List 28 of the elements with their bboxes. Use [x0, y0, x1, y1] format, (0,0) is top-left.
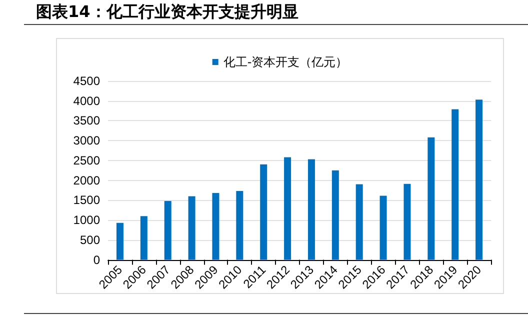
bar	[236, 191, 244, 260]
bar	[116, 222, 124, 260]
bar	[164, 200, 172, 260]
y-tick-label: 1000	[73, 213, 100, 228]
bar	[212, 193, 220, 260]
bar	[380, 196, 387, 260]
y-tick-label: 0	[93, 252, 100, 267]
y-tick-label: 4500	[73, 74, 100, 88]
y-tick-label: 3000	[73, 134, 100, 148]
bar	[308, 159, 315, 260]
bar	[356, 184, 363, 260]
bar	[284, 157, 292, 260]
chart-title: 图表14：化工行业资本开支提升明显	[36, 2, 298, 23]
bar	[452, 109, 459, 260]
y-tick-label: 2000	[73, 173, 100, 188]
y-tick-label: 4000	[73, 94, 100, 108]
bar	[260, 164, 268, 260]
y-tick-label: 2500	[73, 153, 100, 168]
y-tick-label: 3500	[73, 114, 100, 128]
bar	[188, 196, 196, 260]
bar	[476, 100, 483, 260]
y-tick-label: 1500	[73, 193, 100, 208]
legend-label: 化工-资本开支（亿元）	[223, 55, 348, 69]
bar	[428, 137, 435, 260]
bar	[332, 170, 339, 260]
bar	[404, 184, 411, 260]
bar	[140, 216, 148, 260]
y-tick-label: 500	[80, 232, 100, 247]
